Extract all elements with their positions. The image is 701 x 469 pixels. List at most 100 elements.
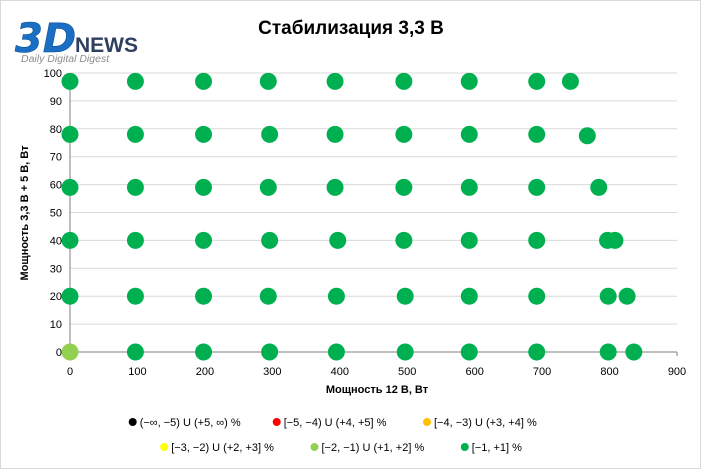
data-point [326,178,344,196]
data-point [61,72,79,90]
data-point [396,343,414,361]
legend-label: [−5, −4) U (+4, +5] % [284,417,387,429]
x-tick-label: 300 [263,366,281,378]
legend-marker [423,418,431,426]
data-point [195,343,213,361]
logo-mark: 3D [15,16,76,62]
legend-marker [460,443,469,451]
logo-word: NEWS [75,34,138,57]
legend-label: [−3, −2) U (+2, +3] % [171,442,274,454]
x-tick-label: 200 [196,366,214,378]
chart-title: Стабилизация 3,3 В [258,18,444,39]
y-tick-label: 50 [50,208,62,220]
data-point [460,231,478,249]
data-point [259,287,277,305]
data-point [618,287,636,305]
legend: (−∞, −5) U (+5, ∞) % [−5, −4) U (+4, +5] … [128,417,537,454]
data-point [599,287,617,305]
legend-marker [160,443,169,451]
data-point [395,231,413,249]
x-tick-label: 600 [465,366,483,378]
data-point [126,231,144,249]
data-point [395,178,413,196]
data-point [327,343,345,361]
data-point [61,287,79,305]
data-points [61,72,643,361]
data-point [625,343,643,361]
x-tick-label: 100 [128,366,146,378]
data-point [326,125,344,143]
data-point [61,178,79,196]
legend-label: [−1, +1] % [472,442,522,454]
data-point [460,72,478,90]
data-point [578,127,596,145]
x-tick-label: 800 [600,366,618,378]
x-tick-label: 900 [668,366,686,378]
data-point [460,125,478,143]
legend-marker [272,418,281,426]
tick-labels: 0 10 20 30 40 50 60 70 80 90 100 0 100 200 300 400 500 60… [44,68,687,378]
data-point [599,343,617,361]
data-point [528,125,546,143]
x-tick-label: 0 [67,366,73,378]
data-point [528,231,546,249]
data-point [460,343,478,361]
data-point [261,343,279,361]
data-point [261,125,279,143]
data-point [126,178,144,196]
y-tick-label: 10 [50,319,62,331]
data-point [329,231,347,249]
logo-tagline: Daily Digital Digest [21,53,110,65]
data-point [327,287,345,305]
data-point [195,178,213,196]
legend-marker [310,443,319,451]
data-point [195,231,213,249]
legend-label: (−∞, −5) U (+5, ∞) % [140,417,241,429]
data-point [528,72,546,90]
data-point [261,231,279,249]
data-point [126,287,144,305]
legend-label: [−2, −1) U (+1, +2] % [322,442,425,454]
y-tick-label: 20 [50,291,62,303]
y-tick-label: 40 [50,235,62,247]
y-tick-label: 80 [50,124,62,136]
data-point [259,178,277,196]
y-tick-label: 0 [56,347,62,359]
data-point [528,343,546,361]
data-point [460,287,478,305]
axes [69,73,678,356]
data-point [590,178,608,196]
data-point [395,72,413,90]
data-point [395,125,413,143]
y-tick-label: 60 [50,180,62,192]
logo: 3D NEWS Daily Digital Digest [15,16,138,65]
data-point [326,72,344,90]
data-point [195,72,213,90]
x-tick-label: 400 [331,366,349,378]
legend-marker [128,418,137,426]
data-point [126,125,144,143]
data-point [61,231,79,249]
data-point [195,287,213,305]
data-point [195,125,213,143]
legend-label: [−4, −3) U (+3, +4] % [434,417,537,429]
x-tick-label: 500 [398,366,416,378]
y-tick-label: 90 [50,96,62,108]
data-point [460,178,478,196]
y-axis-label: Мощность 3,3 В + 5 В, Вт [19,145,31,281]
x-axis-label: Мощность 12 В, Вт [326,384,429,396]
data-point [606,231,624,249]
data-point [528,287,546,305]
data-point [528,178,546,196]
grid [70,72,677,325]
data-point [561,72,579,90]
data-point [259,72,277,90]
data-point [61,125,79,143]
y-tick-label: 30 [50,263,62,275]
data-point [126,343,144,361]
y-tick-label: 100 [44,68,62,80]
x-tick-label: 700 [533,366,551,378]
data-point [396,287,414,305]
